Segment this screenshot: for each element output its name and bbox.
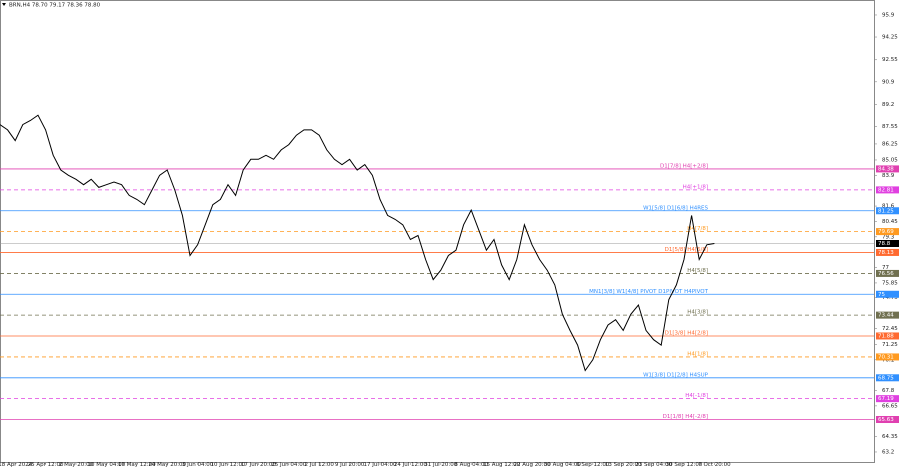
price-box-label: 78.13 xyxy=(878,250,894,256)
price-box-label: 84.38 xyxy=(878,166,894,172)
price-box-label: 79.69 xyxy=(878,229,894,235)
y-tick-label: 87.55 xyxy=(882,124,898,130)
y-tick-label: 89.2 xyxy=(882,102,894,108)
level-label: D1[5/8] H4[6/8] xyxy=(665,247,708,253)
y-tick-label: 77 xyxy=(882,265,889,271)
y-tick-label: 80.45 xyxy=(882,219,898,225)
price-box xyxy=(876,269,899,277)
x-tick-label: 24 May 20:00 xyxy=(148,462,186,468)
price-box-label: 68.75 xyxy=(878,375,894,381)
x-tick-label: 25 Apr 12:00 xyxy=(28,462,64,468)
price-box xyxy=(876,311,899,319)
price-box xyxy=(876,374,899,382)
x-tick-label: 30 Sep 12:00 xyxy=(666,462,703,468)
x-tick-label: 6 Sep 12:00 xyxy=(576,462,610,468)
x-tick-label: 10 Jun 12:00 xyxy=(211,462,246,468)
y-tick-label: 64.35 xyxy=(882,434,898,440)
chart-title: BRN,H4 78.70 79.17 78.36 78.80 xyxy=(9,3,101,9)
price-box-label: 73.44 xyxy=(878,313,894,319)
y-tick-label: 72.45 xyxy=(882,326,898,332)
title-icon xyxy=(2,3,6,6)
price-box xyxy=(876,290,899,298)
y-tick-label: 86.25 xyxy=(882,141,898,147)
y-tick-label: 90.9 xyxy=(882,79,895,85)
current-price-label: 78.8 xyxy=(878,241,891,247)
x-tick-label: 17 Jul 04:00 xyxy=(364,462,397,468)
price-box xyxy=(876,416,899,424)
y-tick-label: 95.9 xyxy=(882,12,895,18)
price-box xyxy=(876,332,899,340)
x-tick-label: 15 Aug 12:00 xyxy=(483,462,521,468)
level-label: D1[7/8] H4[+2/8] xyxy=(660,163,708,169)
x-tick-label: 23 Sep 04:00 xyxy=(635,462,672,468)
price-box xyxy=(876,395,899,403)
x-tick-label: 7 Oct 20:00 xyxy=(698,462,731,468)
level-label: H4[-1/8] xyxy=(685,393,708,399)
y-tick-label: 66.65 xyxy=(882,403,898,409)
price-box-label: 71.88 xyxy=(878,333,894,339)
y-tick-label: 81.6 xyxy=(882,204,895,210)
x-tick-label: 17 May 12:00 xyxy=(118,462,156,468)
y-tick-label: 92.55 xyxy=(882,57,898,63)
x-tick-label: 9 Jul 20:00 xyxy=(335,462,365,468)
level-label: H4[+1/8] xyxy=(683,184,708,190)
price-box-label: 76.56 xyxy=(878,271,894,277)
price-box-label: 81.25 xyxy=(878,208,894,214)
level-label: H4[7/8] xyxy=(687,226,708,232)
y-tick-label: 75.85 xyxy=(882,280,898,286)
price-box-label: 65.63 xyxy=(878,417,894,423)
y-tick-label: 63.2 xyxy=(882,449,894,455)
x-tick-label: 10 May 04:00 xyxy=(88,462,126,468)
level-label: W1[5/8] D1[6/8] H4RES xyxy=(643,205,708,211)
y-tick-label: 74.75 xyxy=(882,295,898,301)
x-tick-label: 3 Jun 04:00 xyxy=(182,462,214,468)
price-line xyxy=(0,114,715,372)
x-tick-label: 18 Apr 2024 xyxy=(0,462,33,468)
level-label: H4[1/8] xyxy=(687,351,708,357)
y-tick-label: 94.25 xyxy=(882,35,898,41)
x-tick-label: 2 Jul 12:00 xyxy=(304,462,334,468)
x-tick-label: 25 Jun 04:00 xyxy=(271,462,306,468)
price-box-label: 75 xyxy=(878,292,885,298)
price-box-label: 70.31 xyxy=(878,354,894,360)
x-tick-label: 24 Jul 12:00 xyxy=(394,462,427,468)
x-tick-label: 17 Jun 20:00 xyxy=(241,462,276,468)
current-price-box xyxy=(876,239,899,247)
y-tick-label: 71.25 xyxy=(882,342,898,348)
price-box xyxy=(876,165,899,173)
level-label: D1[3/8] H4[2/8] xyxy=(665,330,708,336)
x-tick-label: 31 Jul 20:00 xyxy=(424,462,457,468)
x-tick-label: 13 Sep 20:00 xyxy=(605,462,642,468)
level-label: H4[5/8] xyxy=(687,268,708,274)
price-box xyxy=(876,186,899,194)
price-box xyxy=(876,207,899,215)
y-tick-label: 67.8 xyxy=(882,388,895,394)
price-box-label: 82.81 xyxy=(878,187,894,193)
level-label: W1[3/8] D1[2/8] H4SUP xyxy=(643,372,709,378)
y-tick-label: 85.05 xyxy=(882,157,898,163)
y-tick-label: 79.3 xyxy=(882,234,895,240)
level-label: MN1[3/8] W1[4/8] PIVOT D1PIVOT H4PIVOT xyxy=(589,289,708,295)
price-box xyxy=(876,353,899,361)
x-tick-label: 8 Aug 04:00 xyxy=(454,462,488,468)
price-box xyxy=(876,228,899,236)
y-tick-label: 83.9 xyxy=(882,173,895,179)
price-box xyxy=(876,248,899,256)
x-tick-label: 22 Aug 20:00 xyxy=(513,462,551,468)
level-label: H4[3/8] xyxy=(687,310,708,316)
price-box-label: 67.19 xyxy=(878,396,894,402)
x-tick-label: 2 May 20:00 xyxy=(59,462,94,468)
level-label: D1[1/8] H4[-2/8] xyxy=(663,414,708,420)
x-tick-label: 30 Aug 04:00 xyxy=(544,462,582,468)
